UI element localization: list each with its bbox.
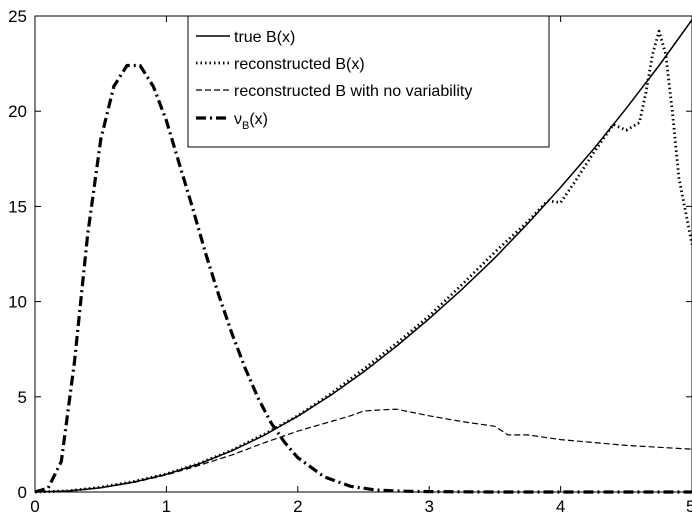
y-tick-label: 20 [8, 102, 27, 121]
legend-label-nu-main: ν [234, 111, 242, 128]
legend-label-nu-subscript: B [242, 120, 249, 132]
series-layer [34, 19, 692, 494]
x-tick-label: 2 [293, 497, 302, 516]
legend: true B(x) reconstructed B(x) reconstruct… [187, 15, 550, 148]
y-tick-label: 15 [8, 197, 27, 216]
x-tick-label: 3 [424, 497, 433, 516]
legend-label-no-variability: reconstructed B with no variability [234, 83, 472, 100]
x-tick-label: 5 [686, 497, 692, 516]
legend-label-true-b: true B(x) [234, 29, 295, 46]
x-tick-label: 1 [162, 497, 171, 516]
legend-box [187, 15, 550, 148]
series-line-3-reconstructed-b-with-no-variability [34, 408, 692, 493]
y-tick-label: 0 [18, 483, 27, 502]
legend-label-nu-b: νB(x) [234, 111, 268, 132]
legend-label-nu-tail: (x) [249, 111, 268, 128]
series-line-4-b-x [34, 63, 692, 494]
axis-ticks: 0 1 2 3 4 5 0 5 10 15 20 25 [8, 7, 692, 516]
y-tick-label: 25 [8, 7, 27, 26]
x-tick-label: 4 [556, 497, 565, 516]
legend-label-reconstructed-b: reconstructed B(x) [234, 56, 365, 73]
y-tick-label: 5 [18, 388, 27, 407]
y-tick-label: 10 [8, 293, 27, 312]
x-tick-label: 0 [30, 497, 39, 516]
